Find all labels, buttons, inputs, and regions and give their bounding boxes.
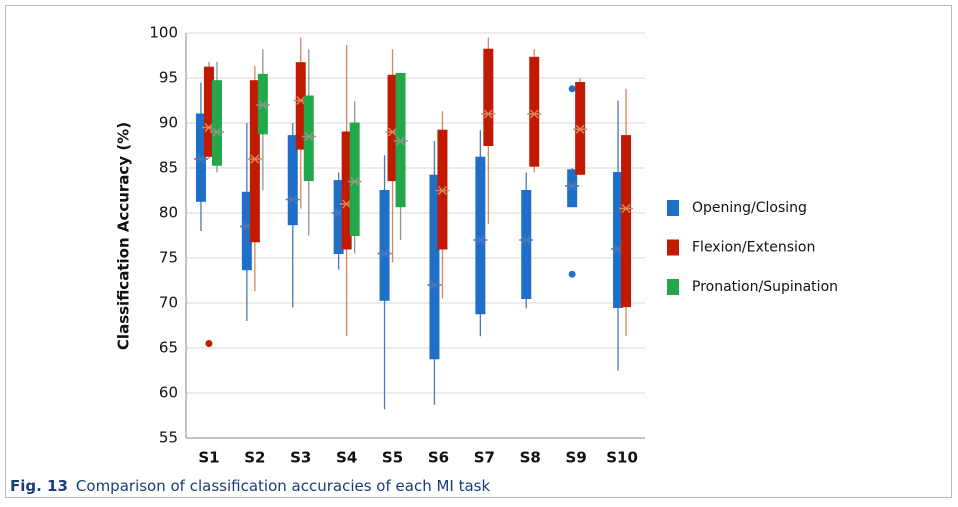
median-marker — [301, 131, 316, 142]
x-tick-label: S9 — [566, 449, 587, 467]
box — [349, 122, 360, 236]
y-tick-label: 95 — [159, 69, 178, 87]
y-tick-label: 80 — [159, 204, 178, 222]
median-marker — [427, 280, 442, 290]
legend-swatch — [667, 239, 679, 256]
x-tick-label: S1 — [198, 449, 219, 467]
median-marker — [435, 185, 450, 196]
box — [379, 190, 390, 301]
median-marker — [519, 235, 534, 245]
legend-label: Flexion/Extension — [692, 240, 815, 256]
box — [287, 135, 298, 226]
y-tick-label: 65 — [159, 339, 178, 357]
outlier — [568, 270, 576, 278]
box — [475, 156, 486, 315]
outlier — [205, 340, 213, 347]
figure-border — [5, 5, 952, 498]
median-marker — [393, 136, 408, 146]
box — [521, 190, 532, 299]
median-marker — [473, 235, 488, 245]
x-tick-label: S6 — [428, 449, 449, 467]
y-tick-label: 75 — [159, 249, 178, 267]
median-marker — [619, 203, 634, 214]
box — [621, 135, 632, 308]
box — [429, 174, 440, 360]
median-marker — [573, 124, 588, 134]
y-tick-label: 90 — [159, 114, 178, 132]
legend-swatch — [667, 200, 679, 216]
box — [249, 80, 260, 243]
box — [483, 48, 494, 147]
median-marker — [527, 109, 542, 119]
box — [195, 113, 206, 202]
y-tick-label: 55 — [159, 429, 178, 447]
median-marker — [255, 100, 270, 110]
caption-label: Fig. 13 — [10, 477, 68, 495]
box — [303, 95, 314, 182]
median-marker — [285, 194, 300, 205]
legend-label: Pronation/Supination — [692, 279, 838, 295]
box — [567, 169, 578, 208]
caption-text: Comparison of classification accuracies … — [76, 477, 491, 495]
median-marker — [209, 127, 224, 137]
median-marker — [377, 248, 392, 259]
x-tick-label: S8 — [520, 449, 541, 467]
y-tick-label: 100 — [149, 24, 178, 42]
median-marker — [481, 109, 496, 119]
median-marker — [347, 176, 362, 187]
y-tick-label: 60 — [159, 384, 178, 402]
legend-label: Opening/Closing — [692, 200, 807, 216]
y-axis-label: Classification Accuracy (%) — [115, 122, 133, 350]
x-tick-label: S10 — [606, 449, 638, 467]
x-tick-label: S3 — [290, 449, 311, 467]
x-tick-label: S5 — [382, 449, 403, 467]
x-tick-label: S7 — [474, 449, 495, 467]
legend-swatch — [667, 279, 679, 295]
median-marker — [247, 154, 262, 164]
median-marker — [565, 181, 580, 191]
y-tick-label: 85 — [159, 159, 178, 177]
x-tick-label: S4 — [336, 449, 357, 467]
x-tick-label: S2 — [244, 449, 265, 467]
outlier — [568, 85, 576, 93]
box — [529, 56, 540, 167]
y-tick-label: 70 — [159, 294, 178, 312]
box — [211, 80, 222, 166]
median-marker — [193, 154, 208, 164]
caption: Fig. 13 Comparison of classification accu… — [10, 477, 490, 495]
